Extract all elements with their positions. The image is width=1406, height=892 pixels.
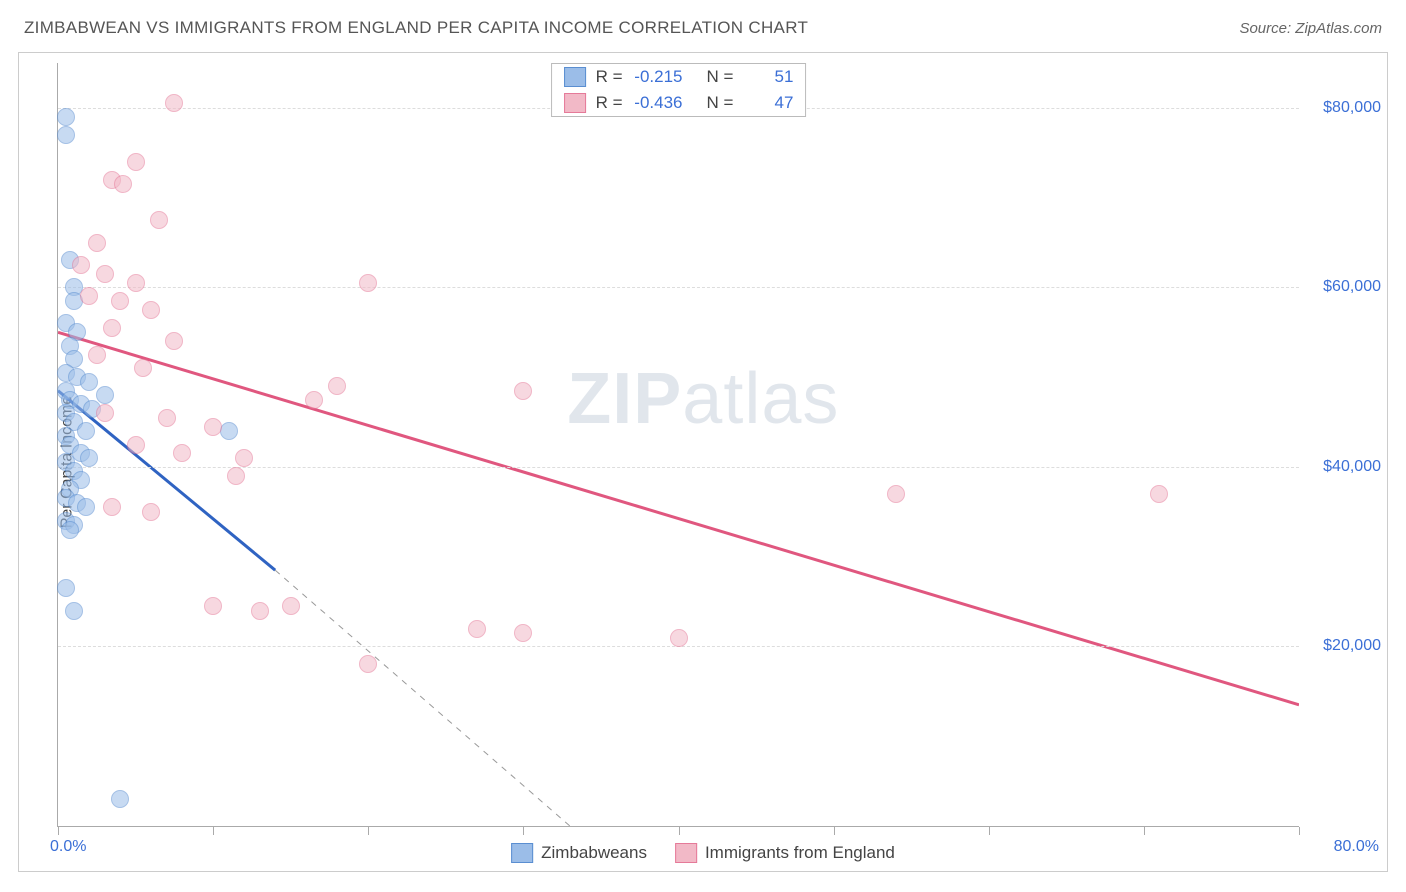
data-point [96,265,114,283]
y-tick-label: $20,000 [1323,637,1381,655]
x-tick [834,827,835,835]
x-tick [368,827,369,835]
data-point [57,579,75,597]
series-legend: Zimbabweans Immigrants from England [511,843,895,863]
legend-swatch [564,67,586,87]
data-point [80,449,98,467]
y-tick-label: $80,000 [1323,99,1381,117]
data-point [114,175,132,193]
data-point [670,629,688,647]
n-label: N = [707,93,734,113]
data-point [514,624,532,642]
data-point [61,521,79,539]
chart-title: ZIMBABWEAN VS IMMIGRANTS FROM ENGLAND PE… [24,18,808,38]
watermark: ZIPatlas [567,358,839,440]
x-tick [58,827,59,835]
data-point [111,292,129,310]
data-point [96,404,114,422]
data-point [359,655,377,673]
data-point [359,274,377,292]
x-tick [1144,827,1145,835]
data-point [88,234,106,252]
series-legend-label: Immigrants from England [705,843,895,863]
r-value: -0.436 [633,93,683,113]
watermark-suffix: atlas [682,359,839,439]
data-point [165,94,183,112]
data-point [165,332,183,350]
plot-area: ZIPatlas R =-0.215N =51R =-0.436N =47 0.… [57,63,1299,827]
data-point [103,498,121,516]
x-axis-max-label: 80.0% [1334,838,1379,856]
gridline [58,287,1299,288]
data-point [468,620,486,638]
data-point [127,274,145,292]
data-point [65,602,83,620]
data-point [1150,485,1168,503]
data-point [77,422,95,440]
data-point [173,444,191,462]
data-point [134,359,152,377]
trendline [58,332,1299,705]
r-label: R = [596,67,623,87]
data-point [111,790,129,808]
x-tick [1299,827,1300,835]
data-point [220,422,238,440]
chart-container: Per Capita Income ZIPatlas R =-0.215N =5… [18,52,1388,872]
legend-swatch [564,93,586,113]
data-point [80,287,98,305]
data-point [127,153,145,171]
x-tick [679,827,680,835]
series-legend-item: Zimbabweans [511,843,647,863]
x-axis-min-label: 0.0% [50,838,86,856]
n-label: N = [707,67,734,87]
data-point [72,256,90,274]
data-point [80,373,98,391]
stats-legend-row: R = -0.436 N = 47 [552,90,806,116]
gridline [58,467,1299,468]
data-point [96,386,114,404]
data-point [235,449,253,467]
data-point [57,108,75,126]
data-point [204,418,222,436]
data-point [77,498,95,516]
series-legend-item: Immigrants from England [675,843,895,863]
r-value: -0.215 [633,67,683,87]
data-point [88,346,106,364]
stats-legend: R = -0.215 N = 51 R = -0.436 N = 47 [551,63,807,117]
x-tick [523,827,524,835]
data-point [158,409,176,427]
data-point [305,391,323,409]
data-point [150,211,168,229]
data-point [142,301,160,319]
data-point [57,126,75,144]
data-point [227,467,245,485]
watermark-prefix: ZIP [567,359,682,439]
data-point [142,503,160,521]
r-label: R = [596,93,623,113]
data-point [887,485,905,503]
gridline [58,646,1299,647]
trendlines-svg [58,63,1299,826]
stats-legend-row: R = -0.215 N = 51 [552,64,806,90]
x-tick [989,827,990,835]
data-point [204,597,222,615]
data-point [103,319,121,337]
legend-swatch [511,843,533,863]
chart-header: ZIMBABWEAN VS IMMIGRANTS FROM ENGLAND PE… [0,0,1406,50]
data-point [127,436,145,454]
data-point [328,377,346,395]
data-point [514,382,532,400]
x-tick [213,827,214,835]
legend-swatch [675,843,697,863]
y-tick-label: $40,000 [1323,458,1381,476]
data-point [251,602,269,620]
y-tick-label: $60,000 [1323,278,1381,296]
data-point [282,597,300,615]
n-value: 47 [743,93,793,113]
source-label: Source: ZipAtlas.com [1239,20,1382,37]
trendline-extrapolation [275,570,570,826]
n-value: 51 [743,67,793,87]
series-legend-label: Zimbabweans [541,843,647,863]
